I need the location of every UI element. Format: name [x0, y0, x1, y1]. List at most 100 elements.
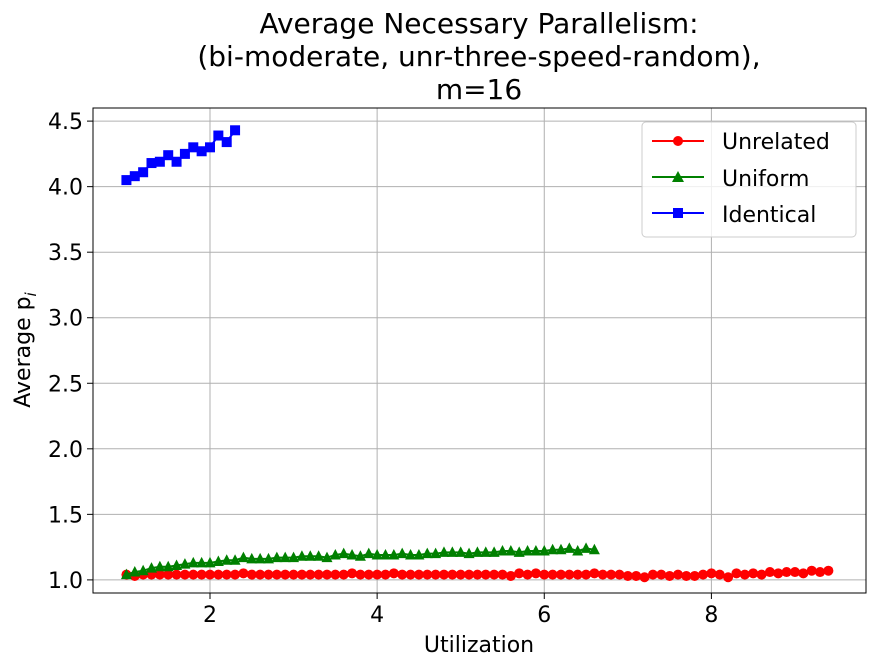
data-point-unrelated	[539, 569, 550, 580]
data-point-uniform	[120, 568, 132, 580]
data-point-uniform	[405, 548, 417, 560]
data-point-unrelated	[505, 570, 516, 581]
y-tick-label: 3.5	[48, 241, 83, 266]
data-point-uniform	[413, 548, 425, 560]
data-point-uniform	[329, 548, 341, 560]
data-point-unrelated	[213, 569, 224, 580]
data-point-uniform	[179, 558, 191, 569]
data-point-unrelated	[397, 569, 408, 580]
data-point-uniform	[580, 542, 592, 553]
data-point-unrelated	[522, 569, 533, 580]
series-layer	[120, 125, 834, 583]
data-point-unrelated	[823, 565, 834, 576]
data-point-uniform	[555, 543, 567, 555]
data-point-unrelated	[163, 569, 174, 580]
data-point-unrelated	[581, 569, 592, 580]
data-point-unrelated	[246, 569, 257, 580]
data-point-unrelated	[271, 569, 282, 580]
data-point-unrelated	[664, 570, 675, 581]
data-point-uniform	[547, 543, 559, 555]
data-point-unrelated	[455, 569, 466, 580]
data-point-uniform	[430, 547, 442, 559]
data-point-uniform	[563, 542, 575, 553]
data-point-uniform	[321, 551, 333, 563]
data-point-unrelated	[154, 569, 165, 580]
data-point-identical	[230, 125, 241, 136]
data-point-uniform	[421, 547, 433, 559]
data-point-unrelated	[689, 570, 700, 581]
data-point-uniform	[379, 548, 391, 560]
data-point-uniform	[588, 543, 600, 555]
data-point-unrelated	[238, 568, 249, 579]
y-tick-label: 4.0	[48, 176, 83, 201]
y-axis-label-main: Average p	[11, 296, 36, 407]
data-point-uniform	[522, 545, 534, 556]
data-point-unrelated	[388, 568, 399, 579]
y-tick-label: 2.5	[48, 372, 83, 397]
data-point-uniform	[145, 562, 157, 573]
data-point-unrelated	[480, 569, 491, 580]
data-point-unrelated	[597, 569, 608, 580]
data-point-uniform	[221, 554, 233, 565]
data-point-unrelated	[748, 568, 759, 579]
legend-entry-identical: Identical	[652, 203, 816, 228]
data-point-unrelated	[204, 569, 215, 580]
data-point-identical	[221, 137, 232, 148]
data-point-unrelated	[731, 568, 742, 579]
data-point-unrelated	[647, 569, 658, 580]
series-identical	[121, 125, 241, 186]
data-point-unrelated	[764, 567, 775, 578]
legend-marker-unrelated	[673, 136, 683, 146]
data-point-unrelated	[280, 569, 291, 580]
data-point-unrelated	[305, 569, 316, 580]
y-tick-label: 2.0	[48, 438, 83, 463]
data-point-identical	[154, 156, 165, 167]
data-point-uniform	[229, 554, 241, 565]
y-axis-label-subscript: i	[22, 291, 40, 296]
data-point-uniform	[488, 546, 500, 557]
data-point-identical	[171, 156, 182, 167]
ticks: 2 4 6 8 1.0 1.5 2.0 2.5 3.0 3.5 4.0 4.5	[48, 110, 718, 628]
x-tick-label: 2	[203, 603, 217, 628]
data-point-uniform	[538, 545, 550, 556]
legend: Unrelated Uniform Identical	[641, 121, 857, 238]
data-point-uniform	[162, 560, 174, 572]
x-tick-label: 4	[370, 603, 384, 628]
data-point-uniform	[279, 551, 291, 563]
data-point-unrelated	[221, 569, 232, 580]
data-point-unrelated	[347, 568, 358, 579]
data-point-unrelated	[798, 568, 809, 579]
plot-frame	[92, 107, 867, 594]
data-point-uniform	[237, 551, 249, 563]
data-point-uniform	[254, 552, 266, 564]
data-point-unrelated	[263, 569, 274, 580]
data-point-uniform	[129, 566, 141, 577]
legend-marker-uniform	[672, 171, 684, 182]
data-point-uniform	[313, 550, 325, 561]
data-point-uniform	[212, 555, 224, 567]
data-point-unrelated	[330, 569, 341, 580]
data-point-uniform	[137, 564, 149, 576]
data-point-unrelated	[313, 569, 324, 580]
data-point-uniform	[446, 546, 458, 557]
data-point-identical	[138, 167, 149, 178]
data-point-unrelated	[555, 569, 566, 580]
data-point-unrelated	[589, 568, 600, 579]
data-point-uniform	[262, 552, 274, 564]
legend-entry-unrelated: Unrelated	[652, 130, 830, 155]
y-tick-label: 1.0	[48, 569, 83, 594]
data-point-unrelated	[714, 569, 725, 580]
data-point-identical	[213, 130, 224, 141]
data-point-unrelated	[773, 568, 784, 579]
data-point-uniform	[346, 548, 358, 560]
data-point-unrelated	[781, 567, 792, 578]
data-point-unrelated	[564, 569, 575, 580]
data-point-unrelated	[372, 569, 383, 580]
data-point-unrelated	[363, 569, 374, 580]
data-point-identical	[204, 142, 215, 153]
data-point-unrelated	[422, 569, 433, 580]
x-tick-label: 8	[704, 603, 718, 628]
data-point-unrelated	[438, 569, 449, 580]
data-point-identical	[188, 142, 199, 153]
